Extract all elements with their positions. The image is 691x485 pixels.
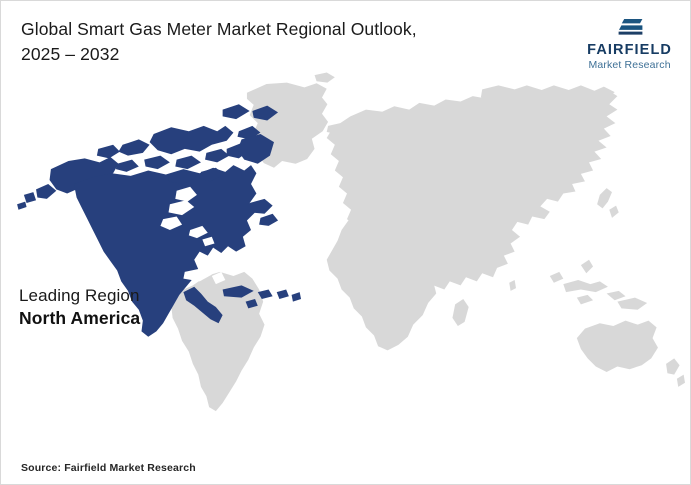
fairfield-chevron-bars-icon	[617, 19, 643, 40]
leading-region-label: Leading Region	[19, 286, 140, 305]
footer: Source: Fairfield Market Research	[1, 452, 690, 484]
leading-region-value: North America	[19, 308, 141, 328]
header: Global Smart Gas Meter Market Regional O…	[1, 1, 690, 73]
logo-name: FAIRFIELD	[587, 42, 672, 58]
source-note: Source: Fairfield Market Research	[21, 462, 196, 474]
page-title: Global Smart Gas Meter Market Regional O…	[21, 19, 417, 64]
region-oceania	[576, 320, 685, 387]
brand-logo: FAIRFIELD Market Research	[587, 17, 678, 71]
leading-region-callout: Leading Region North America	[19, 284, 140, 330]
region-south-america	[171, 271, 265, 412]
world-map	[9, 69, 685, 441]
logo-tagline: Market Research	[588, 58, 671, 71]
region-north-america	[17, 104, 302, 337]
region-africa	[326, 211, 469, 351]
